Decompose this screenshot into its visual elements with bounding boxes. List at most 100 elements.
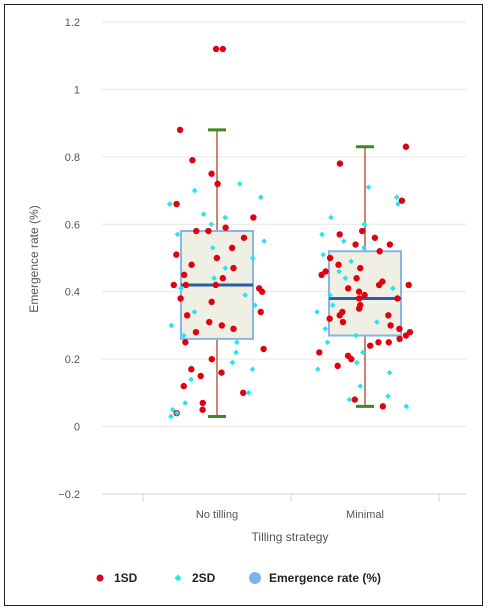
point-2sd — [346, 396, 353, 403]
point-2sd — [181, 332, 187, 339]
point-1sd — [188, 261, 195, 268]
point-1sd — [355, 305, 363, 312]
point-1sd — [357, 264, 364, 272]
point-2sd — [191, 187, 198, 194]
point-2sd — [393, 194, 400, 201]
point-2sd — [252, 302, 258, 308]
point-1sd — [375, 281, 383, 289]
point-1sd — [386, 241, 394, 248]
point-1sd — [402, 143, 410, 150]
point-2sd — [233, 349, 239, 356]
point-2sd — [386, 369, 393, 376]
point-2sd — [182, 400, 188, 406]
point-1sd — [344, 285, 352, 292]
point-2sd — [357, 383, 364, 389]
x-axis: No tilling Minimal — [102, 493, 466, 521]
point-1sd — [240, 234, 248, 241]
point-1sd — [206, 318, 213, 326]
point-1sd — [170, 281, 178, 289]
point-1sd — [335, 261, 342, 268]
point-1sd — [188, 366, 195, 373]
y-tick-label: 0.8 — [65, 152, 80, 164]
point-2sd — [354, 359, 360, 366]
point-2sd — [249, 255, 256, 261]
point-2sd — [169, 406, 176, 413]
point-1sd — [182, 281, 190, 289]
point-2sd — [341, 238, 347, 244]
legend-marker — [96, 574, 104, 582]
point-1sd — [214, 180, 221, 188]
point-1sd — [222, 224, 229, 231]
point-1sd — [258, 288, 266, 295]
point-2sd — [178, 285, 184, 292]
y-tick-label: 1.2 — [65, 17, 80, 29]
point-1sd — [402, 332, 410, 339]
point-2sd — [222, 214, 229, 221]
point-1sd — [358, 227, 366, 235]
point-2sd — [188, 376, 194, 383]
point-2sd — [342, 275, 349, 282]
point-1sd — [376, 248, 383, 255]
point-1sd — [189, 157, 196, 164]
point-1sd — [326, 315, 333, 322]
point-1sd — [218, 322, 226, 329]
point-1sd — [352, 241, 359, 248]
y-tick-label: 0.4 — [65, 287, 80, 299]
point-2sd — [210, 245, 216, 251]
point-1sd — [394, 295, 401, 302]
point-1sd — [334, 362, 341, 370]
point-1sd — [230, 264, 237, 272]
point-2sd — [319, 231, 325, 238]
point-1sd — [379, 403, 387, 410]
point-2sd — [258, 194, 264, 201]
point-2sd — [191, 309, 198, 315]
grid-lines — [102, 21, 466, 495]
point-2sd — [336, 268, 342, 275]
point-1sd — [228, 244, 236, 252]
y-axis-ticks: −0.2 0 0.2 0.4 0.6 0.8 1 1.2 — [58, 17, 80, 501]
point-2sd — [166, 201, 173, 207]
point-1sd — [177, 295, 184, 302]
point-1sd — [405, 281, 412, 289]
point-1sd — [316, 349, 323, 356]
point-2sd — [168, 413, 174, 420]
point-1sd — [180, 271, 188, 279]
point-2sd — [222, 265, 229, 271]
point-1sd — [173, 200, 180, 208]
point-1sd — [230, 325, 237, 332]
x-tick-label: No tilling — [196, 509, 238, 521]
point-2sd — [365, 184, 372, 190]
point-2sd — [314, 309, 320, 315]
point-1sd — [398, 197, 406, 204]
x-axis-label: Tilling strategy — [252, 530, 329, 544]
point-1sd — [176, 126, 184, 134]
point-2sd — [390, 285, 396, 292]
point-1sd — [336, 231, 343, 238]
point-2sd — [361, 221, 368, 228]
point-2sd — [348, 258, 354, 265]
legend-label: 1SD — [114, 571, 138, 585]
point-1sd — [336, 312, 343, 319]
point-1sd — [208, 355, 215, 363]
legend-item-1: 1SD — [96, 571, 138, 585]
point-1sd — [208, 298, 215, 306]
point-2sd — [208, 221, 215, 228]
point-2sd — [242, 292, 248, 298]
point-1sd — [385, 312, 392, 319]
point-1sd — [239, 389, 247, 397]
point-1sd — [355, 288, 363, 295]
point-2sd — [395, 201, 401, 207]
point-1sd — [348, 355, 355, 363]
y-tick-label: −0.2 — [58, 489, 80, 501]
point-2sd — [327, 292, 333, 298]
point-1sd — [336, 160, 344, 167]
point-1sd — [199, 399, 206, 407]
point-1sd — [339, 318, 347, 326]
point-2sd — [403, 403, 410, 410]
point-2sd — [352, 332, 359, 339]
point-1sd — [361, 291, 368, 299]
point-1sd — [351, 396, 358, 403]
point-2sd — [249, 366, 256, 373]
point-1sd — [387, 322, 394, 329]
